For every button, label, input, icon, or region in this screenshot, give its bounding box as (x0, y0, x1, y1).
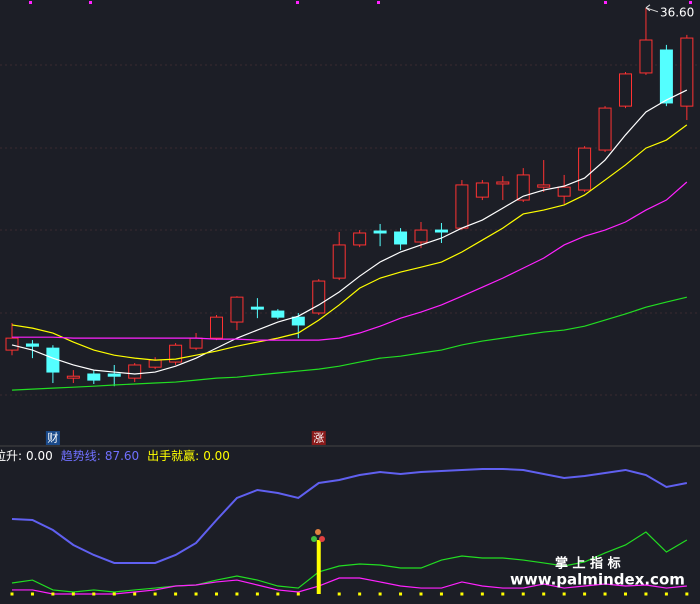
signal-dot (215, 592, 218, 596)
candle-body (455, 184, 469, 229)
candle-body (353, 232, 367, 246)
signal-dot (112, 592, 116, 596)
signal-dot (276, 592, 280, 596)
price-panel: 36.60 财 涨 (5, 4, 694, 445)
signal-dot (92, 592, 96, 596)
moving-average (11, 296, 687, 391)
candle-body (189, 337, 203, 349)
signal-dot (30, 592, 34, 596)
candle-body (169, 344, 183, 363)
signal-dot (174, 592, 178, 596)
signal-dot (644, 592, 648, 596)
signal-dot (194, 592, 198, 596)
candle-body (25, 343, 39, 347)
signal-dot (71, 592, 75, 596)
max-label: 36.60 (660, 5, 694, 19)
candle-body (332, 244, 346, 279)
signal-dot (419, 592, 423, 596)
legend: 拉升: 0.00 趋势线: 87.60 出手就赢: 0.00 (0, 448, 230, 463)
watermark-title: 掌 上 指 标 (555, 556, 621, 572)
candle-body (516, 174, 530, 201)
moving-average (11, 89, 688, 375)
legend-value: 0.00 (203, 449, 230, 463)
signal-dot (296, 592, 300, 596)
signal-dot (501, 592, 505, 596)
legend-name: 出手就赢: (147, 448, 199, 463)
marker-label: 涨 (313, 432, 324, 445)
signal-dot (583, 592, 587, 596)
watermark-url: www.palmindex.com (510, 571, 685, 589)
indicator-line (12, 577, 687, 595)
moving-average (11, 124, 688, 361)
candle-body (434, 229, 448, 233)
legend-value: 87.60 (105, 449, 139, 463)
candle-body (271, 310, 285, 318)
marker-box (311, 431, 326, 445)
marker-box (45, 431, 60, 445)
moving-average (12, 181, 688, 341)
candle-body (537, 184, 551, 188)
candle-body (230, 296, 244, 323)
candle-body (312, 280, 326, 314)
signal-dot (358, 592, 362, 596)
signal-dot (133, 592, 137, 596)
grid (0, 64, 700, 396)
signal-dot (51, 592, 55, 596)
signal-dot (562, 592, 566, 596)
signal-dot (542, 592, 546, 596)
candle-body (475, 182, 489, 198)
signal-icon (311, 529, 325, 542)
candle-body (578, 147, 592, 191)
signal-dot (255, 592, 259, 596)
candle-body (148, 359, 162, 368)
max-arrow (645, 4, 659, 13)
signal-dot (153, 592, 157, 596)
candle-body (107, 373, 121, 377)
legend-name: 趋势线: (61, 449, 101, 463)
candle-body (414, 229, 428, 243)
candle-body (5, 337, 19, 351)
candle-body (394, 231, 408, 245)
signal-dot (480, 592, 484, 596)
signal-dot (603, 592, 607, 596)
legend-name: 拉升: (0, 448, 22, 463)
signal-dot (10, 592, 14, 596)
candle-body (250, 306, 264, 310)
marker-label: 财 (47, 431, 58, 445)
signal-dot (378, 592, 382, 596)
signal-dot (664, 592, 668, 596)
signal-bar (316, 540, 321, 594)
candle-body (66, 375, 80, 379)
candle-body (680, 37, 694, 107)
signal-dot (399, 592, 403, 596)
candle-body (128, 364, 142, 379)
top-dots (29, 1, 692, 4)
candle-body (557, 186, 571, 197)
candle-body (598, 107, 612, 151)
candle-body (639, 39, 653, 74)
candle-body (291, 316, 305, 326)
signal-dot (460, 592, 464, 596)
indicator-line (11, 467, 688, 564)
candle-body (87, 373, 101, 381)
signal-dot (235, 592, 239, 596)
indicator-panel: 拉升: 0.00 趋势线: 87.60 出手就赢: 0.00 (0, 448, 689, 596)
candle-body (373, 230, 387, 234)
signal-dot (337, 592, 341, 596)
candle-body (210, 316, 223, 339)
legend-value: 0.00 (26, 449, 53, 463)
signal-dot (439, 592, 443, 596)
signal-dot (521, 592, 525, 596)
signal-dot (685, 592, 689, 596)
candle-body (496, 181, 510, 185)
candle-body (659, 49, 673, 104)
candle-body (619, 73, 632, 107)
indicator-line (11, 531, 688, 593)
signal-dot (624, 592, 627, 596)
